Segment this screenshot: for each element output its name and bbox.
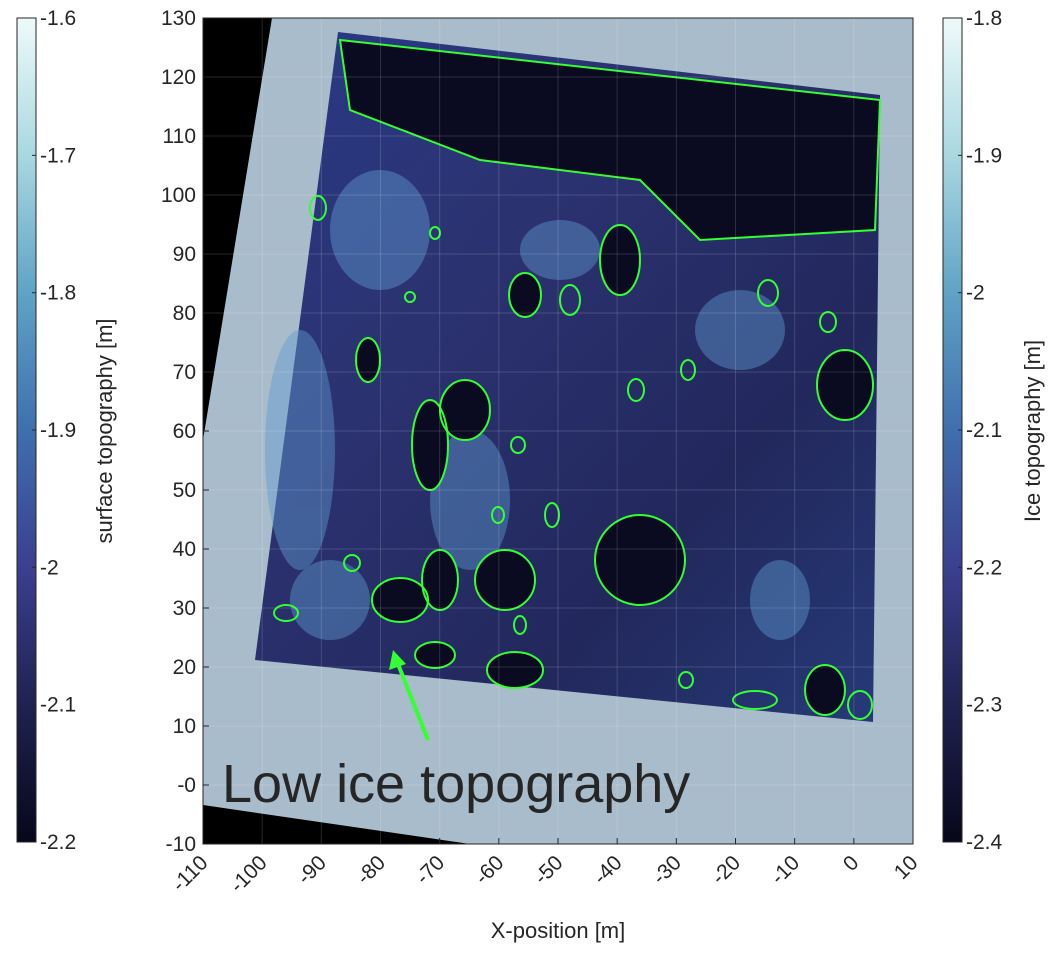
y-tick-label: -0	[177, 774, 196, 797]
x-tick-label: -70	[411, 851, 449, 889]
colorbar-tick-label: -1.9	[40, 419, 76, 442]
y-tick-label: 10	[173, 715, 196, 738]
colorbar-tick-label: -2.2	[40, 831, 76, 854]
colorbar-tick-label: -1.7	[40, 144, 76, 167]
colorbar-tick-label: -1.8	[966, 7, 1002, 30]
x-tick-label: 0	[839, 851, 864, 876]
y-tick-label: -10	[166, 833, 196, 856]
y-tick-label: 70	[173, 361, 196, 384]
colorbar-tick-label: -2.3	[966, 694, 1002, 717]
x-tick-label: -10	[766, 851, 804, 889]
map-image	[203, 18, 913, 844]
colorbar-label: Ice topography [m]	[1020, 340, 1045, 522]
colorbar-tick-label: -1.9	[966, 144, 1002, 167]
x-tick-label: -60	[471, 851, 509, 889]
y-tick-label: 110	[163, 125, 196, 148]
colorbar-tick-label: -1.8	[40, 282, 76, 305]
y-tick-label: 80	[173, 302, 196, 325]
y-tick-label: 30	[173, 597, 196, 620]
x-tick-label: -30	[648, 851, 686, 889]
x-tick-label: -100	[226, 851, 272, 897]
annotation: Low ice topography	[222, 754, 690, 814]
colorbar-tick-label: -2	[40, 556, 59, 579]
y-tick-label: 120	[161, 66, 196, 89]
y-tick-label: 20	[173, 656, 196, 679]
x-tick-label: -90	[293, 851, 331, 889]
annotation-arrow	[396, 663, 430, 741]
x-tick-label: -40	[589, 851, 627, 889]
colorbar-tick-label: -2.2	[966, 556, 1002, 579]
y-tick-label: 40	[173, 538, 196, 561]
y-tick-label: 90	[173, 243, 196, 266]
y-tick-label: 60	[173, 420, 196, 443]
colorbar-tick-label: -2.1	[966, 419, 1002, 442]
x-tick-label: -20	[707, 851, 745, 889]
y-tick-label: 100	[161, 184, 196, 207]
colorbar-tick-label: -1.6	[40, 7, 76, 30]
colorbar-tick-label: -2.1	[40, 694, 76, 717]
colorbar-tick-label: -2.4	[966, 831, 1003, 854]
y-tick-label: 130	[161, 7, 196, 30]
annotation-arrowhead	[389, 650, 406, 670]
colorbar-tick-label: -2	[966, 282, 985, 305]
y-tick-label: 50	[173, 479, 196, 502]
x-tick-label: -50	[530, 851, 568, 889]
x-axis-label: X-position [m]	[491, 918, 626, 943]
x-tick-label: -110	[168, 851, 213, 896]
x-tick-label: 10	[890, 851, 923, 884]
colorbar-label: surface topography [m]	[92, 318, 117, 543]
x-tick-label: -80	[352, 851, 390, 889]
